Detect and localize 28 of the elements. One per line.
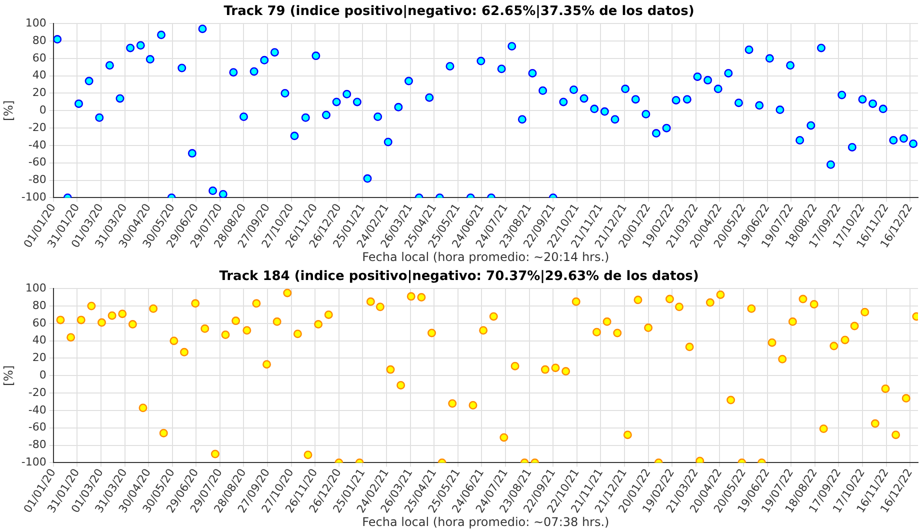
y-tick-label: 80 (32, 34, 46, 47)
y-tick-label: -40 (28, 403, 46, 416)
y-tick-label: 60 (32, 51, 46, 64)
y-tick-label: -100 (21, 456, 46, 469)
chart-title: Track 184 (indice positivo|negativo: 70.37%|29.63% de los datos) (219, 269, 699, 284)
y-tick-label: 60 (32, 316, 46, 330)
y-tick-label: 20 (32, 86, 46, 100)
y-tick-label: -100 (21, 190, 46, 204)
y-tick-label: 40 (32, 334, 46, 347)
chart-title: Track 79 (indice positivo|negativo: 62.65%|37.35% de los datos) (224, 4, 694, 20)
y-tick-label: -80 (28, 173, 46, 186)
y-tick-label: 40 (32, 68, 46, 82)
y-axis-title: [%] (1, 365, 16, 386)
x-axis-title: Fecha local (hora promedio: ~20:14 hrs.) (362, 250, 610, 264)
x-axis-title: Fecha local (hora promedio: ~07:38 hrs.) (362, 514, 610, 529)
y-tick-label: -80 (28, 438, 46, 452)
y-tick-label: -20 (28, 120, 46, 134)
y-tick-label: 100 (25, 281, 46, 294)
y-tick-label: 80 (32, 298, 46, 312)
y-tick-label: 0 (39, 368, 46, 382)
y-tick-label: -60 (28, 156, 46, 169)
y-tick-label: 100 (25, 16, 46, 30)
y-tick-label: 0 (39, 104, 46, 117)
y-tick-label: -20 (28, 386, 46, 399)
y-tick-label: -40 (28, 138, 46, 152)
y-tick-label: 20 (32, 351, 46, 364)
y-axis-title: [%] (1, 100, 16, 122)
y-tick-label: -60 (28, 420, 46, 434)
